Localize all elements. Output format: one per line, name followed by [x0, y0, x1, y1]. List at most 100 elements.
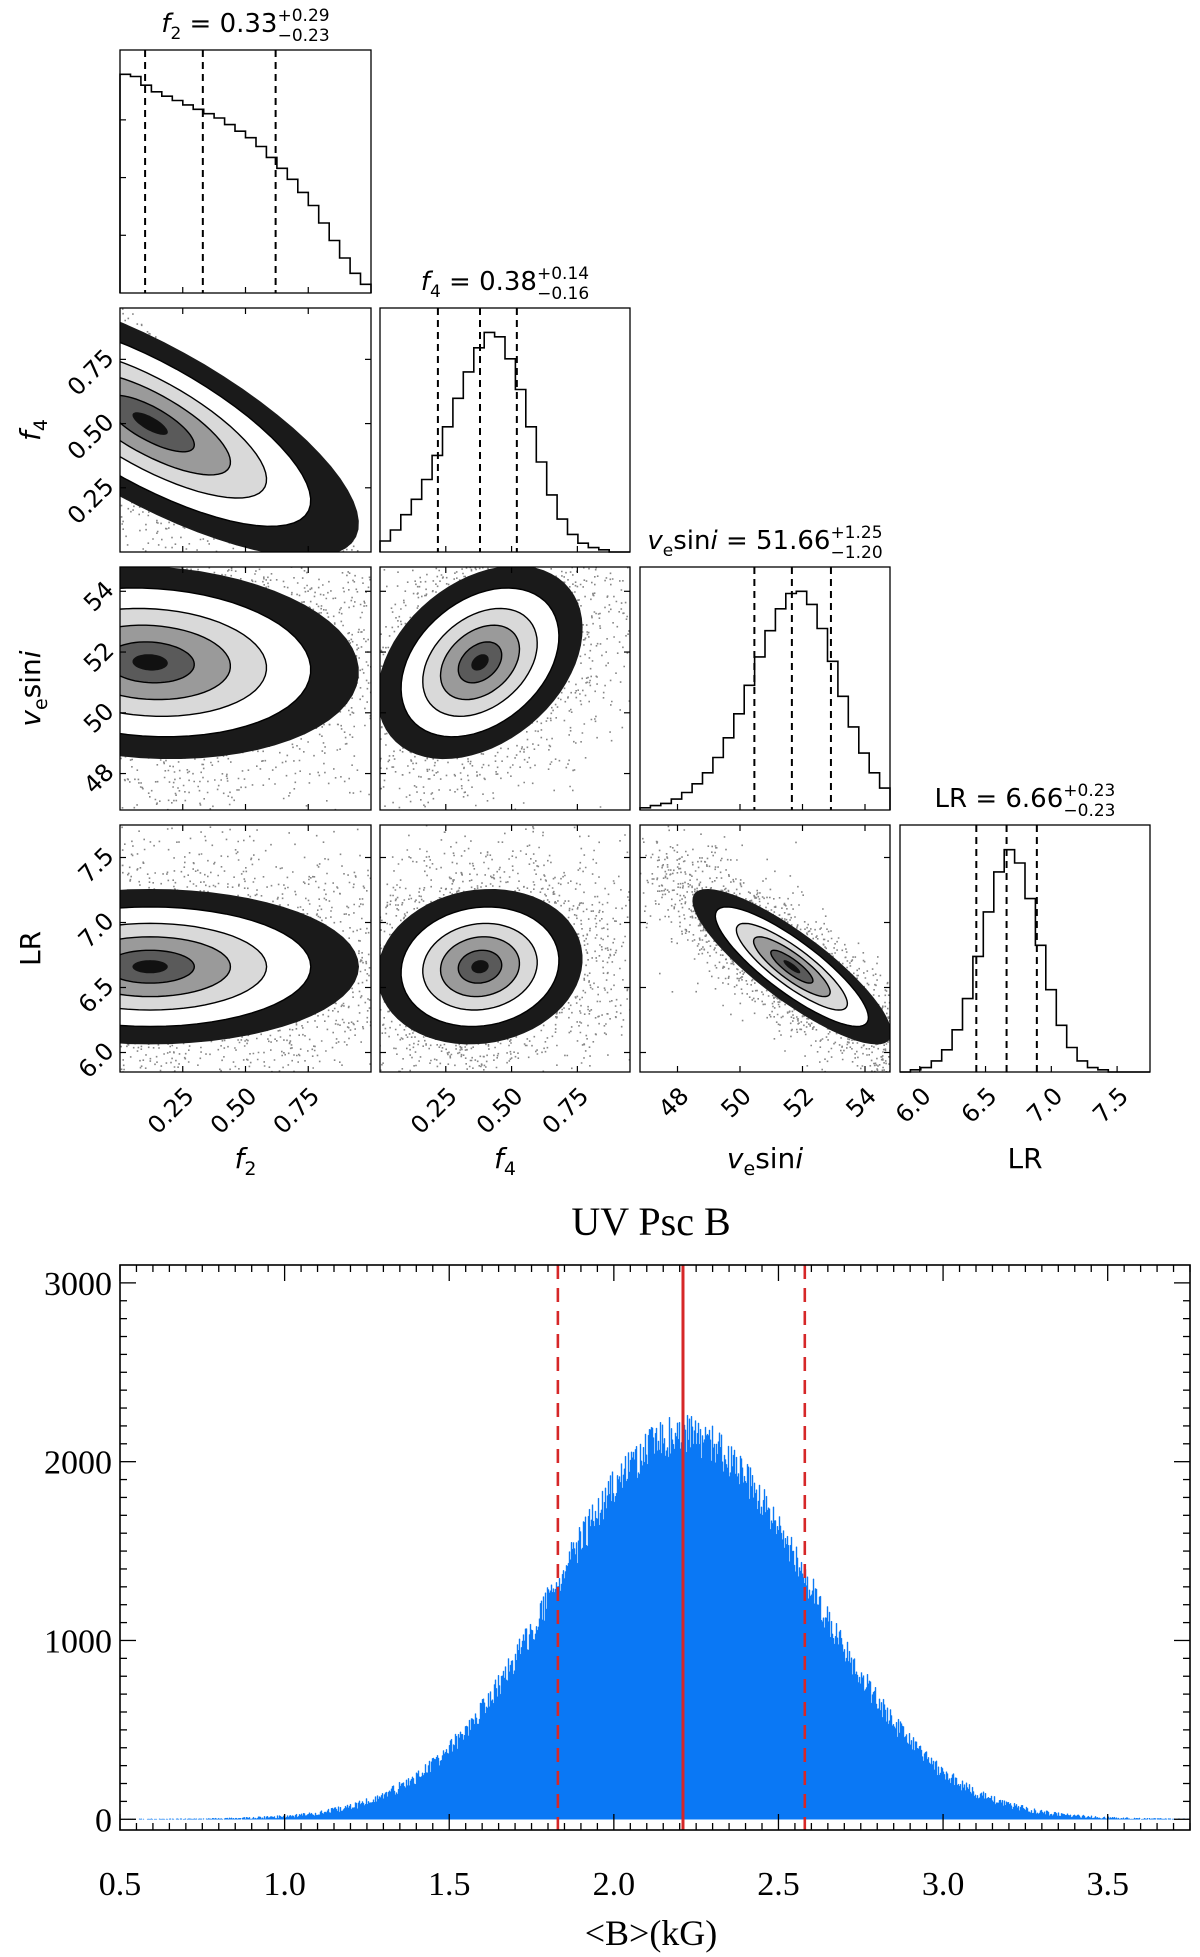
x-axis-label-f2: f2: [235, 1142, 257, 1180]
label-part: i: [14, 650, 47, 658]
label-part: sin: [14, 658, 47, 698]
panel-frame: [379, 566, 631, 811]
label-part: LR: [1007, 1142, 1042, 1175]
panel-frame: [119, 49, 372, 294]
title-part: −0.16: [537, 284, 589, 304]
density-content: [120, 567, 371, 810]
y-tick-label-vsini: 50: [78, 697, 119, 738]
x-tick-label-vsini: 48: [653, 1082, 694, 1123]
label-part: i: [795, 1142, 803, 1175]
x-axis-label-LR: LR: [1007, 1142, 1042, 1175]
x-tick-label-f4: 0.50: [471, 1082, 529, 1140]
b-field-histogram: UV Psc B <B>(kG) 0.5 1.0 1.5 2.0 2.5 3.0 3.5 0 1…: [44, 1199, 1191, 1953]
title-part: +0.29: [277, 6, 329, 26]
x-tick-label: 3.0: [922, 1866, 965, 1903]
title-part: v: [647, 526, 663, 556]
histogram-steps-vsini: [639, 590, 891, 810]
y-tick-label: 0: [95, 1802, 112, 1839]
y-tick-label-LR: 7.5: [73, 842, 120, 889]
title-part: 4: [430, 282, 441, 302]
label-part: e: [30, 698, 52, 710]
title-part: +0.23: [1063, 781, 1115, 801]
y-axis-label-vsini: vesini: [14, 650, 52, 726]
title-part: = 51.66: [718, 526, 831, 556]
y-tick-label-f4: 0.25: [62, 472, 120, 530]
y-tick-label-vsini: 48: [78, 758, 119, 799]
x-tick-label-LR: 7.0: [1021, 1082, 1068, 1129]
histogram-bars: [123, 1415, 1190, 1820]
marginal-f4: f4 = 0.38+0.14 −0.16: [379, 264, 631, 553]
label-part: sin: [755, 1142, 795, 1175]
contour-level-5: [132, 960, 168, 974]
title-part: 2: [170, 24, 181, 44]
title-part: LR: [935, 784, 968, 814]
histogram-steps-f4: [379, 331, 630, 553]
title-part: −0.23: [278, 26, 330, 46]
x-tick-label-LR: 6.5: [956, 1082, 1003, 1129]
y-tick-label: 3000: [44, 1266, 112, 1303]
y-tick-label: 1000: [44, 1623, 112, 1660]
x-tick-label-LR: 6.0: [890, 1082, 937, 1129]
marginal-vsini: vesini = 51.66+1.25 −1.20: [639, 523, 891, 811]
x-tick-label-vsini: 54: [841, 1082, 882, 1123]
x-tick-label-vsini: 50: [716, 1082, 757, 1123]
panel-frame: [379, 824, 631, 1073]
density-vsini-LR: [639, 824, 891, 1073]
y-axis-label-LR: LR: [14, 931, 47, 966]
y-tick-label-LR: 6.0: [73, 1037, 120, 1084]
panel-frame: [899, 824, 1151, 1073]
x-tick-label-f2: 0.25: [142, 1082, 200, 1140]
density-content: [380, 567, 630, 810]
histogram-x-label: <B>(kG): [585, 1913, 718, 1953]
y-tick-label-vsini: 54: [78, 576, 119, 617]
x-tick-label-f2: 0.50: [205, 1082, 263, 1140]
title-part: +1.25: [830, 523, 882, 543]
title-part: = 0.38: [441, 267, 537, 297]
y-tick-label-vsini: 52: [78, 636, 119, 677]
contour-level-5: [132, 654, 168, 671]
density-content: [120, 308, 359, 552]
density-f2-f4: [119, 307, 372, 553]
x-tick-label-f4: 0.75: [537, 1082, 595, 1140]
label-part: 4: [30, 419, 52, 431]
histogram-steps-LR: [900, 848, 1150, 1073]
x-tick-label: 1.0: [263, 1866, 306, 1903]
title-part: sin: [673, 526, 710, 556]
histogram-title: UV Psc B: [571, 1199, 730, 1244]
title-vsini: vesini = 51.66+1.25 −1.20: [647, 523, 882, 563]
label-part: e: [743, 1158, 755, 1180]
label-part: v: [727, 1142, 744, 1175]
x-tick-label: 2.5: [757, 1866, 800, 1903]
x-tick-label-vsini: 52: [778, 1082, 819, 1123]
density-f2-vsini: [119, 566, 372, 811]
contour-level-5: [132, 412, 168, 435]
x-tick-label: 0.5: [99, 1866, 142, 1903]
marginal-f2: f2 = 0.33+0.29 −0.23: [119, 6, 372, 294]
label-part: 4: [504, 1158, 516, 1180]
y-axis-label-f4: f4: [14, 419, 52, 441]
label-part: v: [14, 710, 47, 727]
x-tick-label: 1.5: [428, 1866, 471, 1903]
y-tick-label-LR: 6.5: [73, 972, 120, 1019]
title-part: −1.20: [831, 543, 883, 563]
title-part: = 6.66: [967, 784, 1063, 814]
density-f2-LR: [119, 824, 372, 1073]
label-part: 2: [244, 1158, 256, 1180]
x-tick-label: 2.0: [593, 1866, 636, 1903]
panel-frame: [639, 824, 891, 1073]
density-content: [640, 825, 890, 1072]
panel-frame: [639, 566, 891, 811]
contour-level-5: [471, 654, 489, 671]
panel-frame: [379, 307, 631, 553]
density-f4-vsini: [379, 566, 631, 811]
y-tick-label-f4: 0.75: [62, 344, 120, 402]
title-part: e: [663, 541, 673, 561]
x-tick-label-LR: 7.5: [1087, 1082, 1134, 1129]
x-axis-label-vsini: vesini: [727, 1142, 803, 1180]
histogram-steps-f2: [119, 73, 372, 293]
y-tick-label: 2000: [44, 1445, 112, 1482]
density-content: [120, 826, 371, 1072]
density-f4-LR: [379, 824, 631, 1073]
